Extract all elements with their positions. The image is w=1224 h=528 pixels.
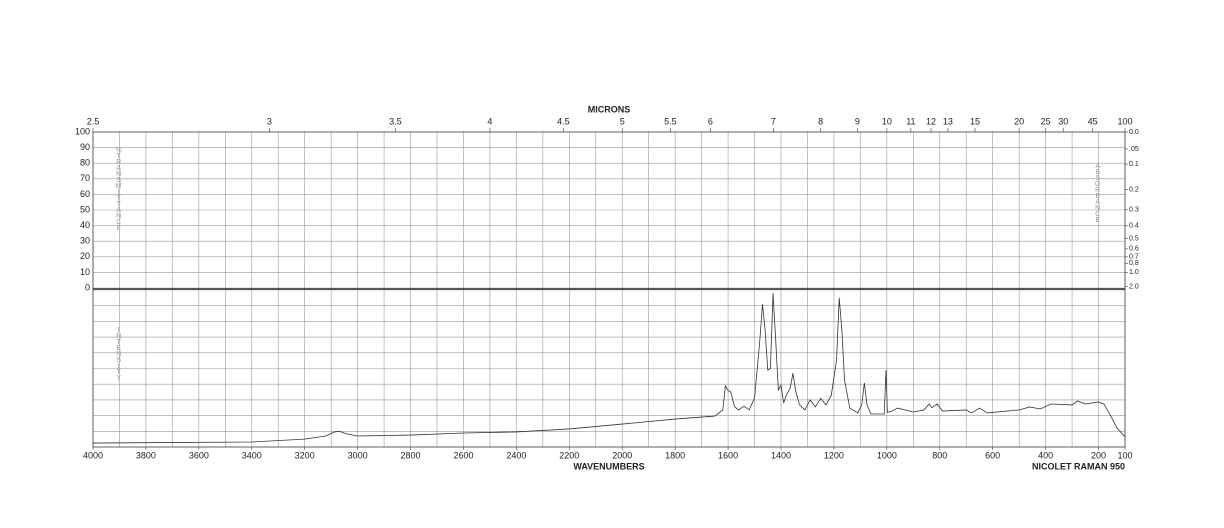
- x2-tick-label: 3: [267, 116, 272, 126]
- y2-tick-label: 0.8: [1129, 260, 1139, 267]
- spectrum-line: [92, 293, 1126, 444]
- x-tick-label: 2000: [612, 450, 632, 460]
- y-tick-label: 90: [80, 142, 90, 152]
- x-tick-label: 800: [932, 450, 947, 460]
- y2-tick-label: 0.0: [1129, 129, 1139, 136]
- y-tick-label: 30: [80, 236, 90, 246]
- x2-tick-label: 10: [882, 116, 892, 126]
- x-tick-label: 1200: [824, 450, 844, 460]
- x-axis-title: WAVENUMBERS: [573, 461, 644, 471]
- x2-tick-label: 6: [708, 116, 713, 126]
- x2-tick-label: 5: [620, 116, 625, 126]
- x2-tick-label: 5.5: [664, 116, 677, 126]
- x-tick-label: 2600: [453, 450, 473, 460]
- x2-tick-label: 3.5: [389, 116, 402, 126]
- y-tick-label: 0: [85, 282, 90, 292]
- x-tick-label: 3200: [295, 450, 315, 460]
- y2-tick-label: 0.7: [1129, 254, 1139, 261]
- y-tick-label: 70: [80, 173, 90, 183]
- x2-tick-label: 4.5: [557, 116, 570, 126]
- x-tick-label: 200: [1091, 450, 1106, 460]
- y-tick-label: 100: [75, 126, 90, 136]
- x2-tick-label: 8: [818, 116, 823, 126]
- y-tick-label: 10: [80, 267, 90, 277]
- x-tick-label: 4000: [83, 450, 103, 460]
- x-tick-label: 600: [985, 450, 1000, 460]
- intensity-axis-title: INTENSITY: [115, 327, 122, 381]
- top-axis-title: MICRONS: [588, 104, 631, 114]
- x-tick-label: 3600: [189, 450, 209, 460]
- x-tick-label: 1000: [877, 450, 897, 460]
- x-tick-label: 3400: [242, 450, 262, 460]
- x-tick-label: 1400: [771, 450, 791, 460]
- y-axis-title: %TRANSMITTANCE: [115, 147, 122, 231]
- y2-tick-label: 0.3: [1129, 207, 1139, 214]
- y-tick-label: 50: [80, 204, 90, 214]
- x2-tick-label: 30: [1058, 116, 1068, 126]
- x-tick-label: 100: [1117, 450, 1132, 460]
- x-tick-label: 1600: [718, 450, 738, 460]
- x2-tick-label: 4: [487, 116, 492, 126]
- x2-tick-label: 12: [926, 116, 936, 126]
- x2-tick-label: 9: [855, 116, 860, 126]
- x2-tick-label: 20: [1014, 116, 1024, 126]
- x2-tick-label: 7: [771, 116, 776, 126]
- y-tick-label: 20: [80, 251, 90, 261]
- y-tick-label: 60: [80, 189, 90, 199]
- x-tick-label: 3000: [348, 450, 368, 460]
- x2-tick-label: 11: [906, 116, 915, 126]
- y2-tick-label: 0.6: [1129, 246, 1139, 253]
- x-tick-label: 2800: [401, 450, 421, 460]
- y2-tick-label: 0.5: [1129, 236, 1139, 243]
- y2-tick-label: 2.0: [1129, 283, 1139, 290]
- x2-tick-label: 2.5: [87, 116, 100, 126]
- y2-tick-label: 0.2: [1129, 186, 1139, 193]
- x-tick-label: 2200: [559, 450, 579, 460]
- y-tick-label: 40: [80, 220, 90, 230]
- x2-tick-label: 100: [1117, 116, 1132, 126]
- x2-tick-label: 13: [943, 116, 953, 126]
- y2-axis-title: ABSORBANCE: [1094, 163, 1101, 223]
- x2-tick-label: 25: [1041, 116, 1051, 126]
- y2-tick-label: 0.1: [1129, 161, 1139, 168]
- y2-tick-label: .05: [1129, 146, 1139, 153]
- x-tick-label: 3800: [136, 450, 156, 460]
- x-tick-label: 400: [1038, 450, 1053, 460]
- x2-tick-label: 45: [1088, 116, 1098, 126]
- y2-tick-label: 0.4: [1129, 223, 1139, 230]
- x-tick-label: 2400: [506, 450, 526, 460]
- y-tick-label: 80: [80, 158, 90, 168]
- instrument-label: NICOLET RAMAN 950: [1032, 461, 1125, 471]
- x2-tick-label: 15: [970, 116, 980, 126]
- y2-tick-label: 1.0: [1129, 269, 1139, 276]
- x-tick-label: 1800: [665, 450, 685, 460]
